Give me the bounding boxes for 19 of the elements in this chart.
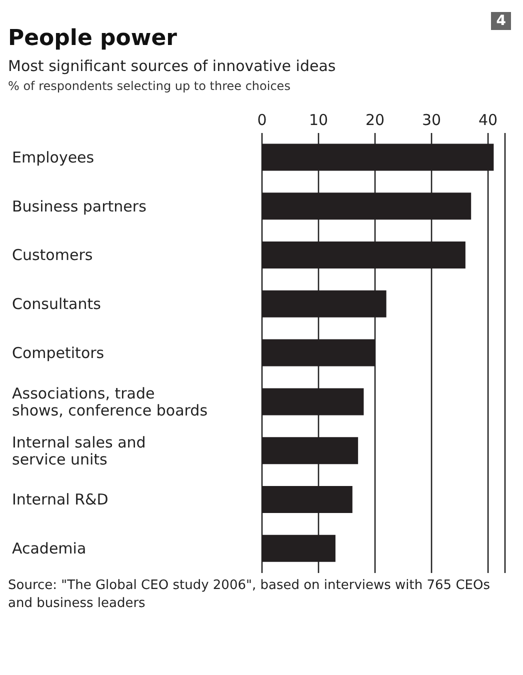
chart-subtitle: Most significant sources of innovative ideas <box>8 57 337 75</box>
y-tick-label: Internal R&D <box>12 490 108 509</box>
panel-number-badge: 4 <box>491 12 511 30</box>
y-tick-label: Competitors <box>12 344 104 362</box>
y-tick-label: Consultants <box>12 295 102 314</box>
chart-title: People power <box>8 26 177 51</box>
x-tick-label: 10 <box>308 111 328 129</box>
source-note: Source: "The Global CEO study 2006", based on interviews with 765 CEOs and business leaders <box>8 577 492 612</box>
y-tick-label: Academia <box>12 540 86 558</box>
x-tick-label: 30 <box>422 111 442 129</box>
x-axis-title: % of respondents selecting up to three choices <box>8 79 292 93</box>
y-tick-label: Business partners <box>12 197 147 216</box>
x-tick-label: 40 <box>478 111 498 129</box>
y-tick-label: Customers <box>12 246 93 264</box>
y-tick-label: Associations, trade shows, conference boards <box>12 384 208 420</box>
x-tick-label: 20 <box>365 111 385 129</box>
y-tick-label: Internal sales and service units <box>12 433 146 468</box>
y-tick-label: Employees <box>12 148 94 166</box>
x-tick-label: 0 <box>257 111 267 129</box>
